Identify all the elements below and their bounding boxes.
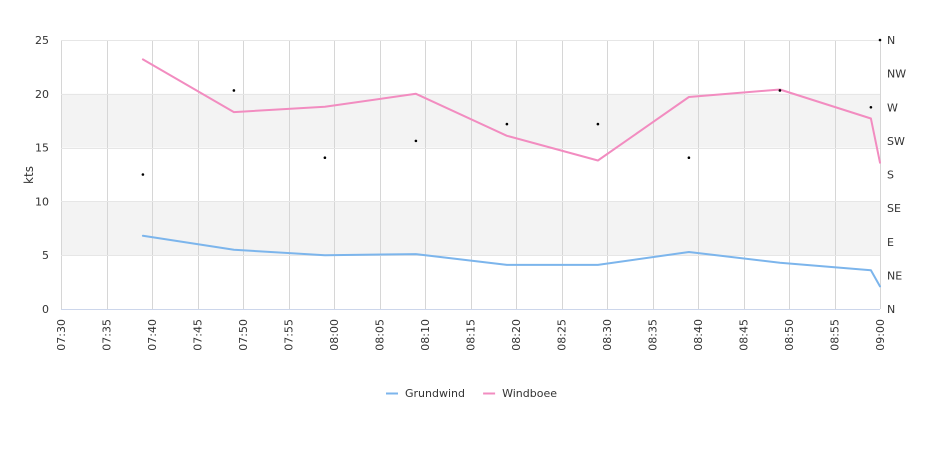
direction-point — [778, 89, 782, 92]
y2-tick-label: NE — [887, 269, 902, 282]
direction-point — [869, 105, 873, 109]
direction-point — [505, 122, 509, 126]
series-line — [141, 58, 881, 164]
y-axis-ticks: 0 5 10 15 20 25 — [35, 34, 49, 316]
series-line — [141, 234, 881, 288]
x-tick-label: 07:30 — [55, 319, 68, 351]
x-tick-label: 08:25 — [556, 319, 569, 351]
x-tick-label: 08:40 — [692, 319, 705, 351]
direction-point — [232, 89, 236, 92]
y2-tick-label: N — [887, 34, 895, 47]
legend-label: Windboee — [502, 387, 557, 400]
x-tick-label: 07:40 — [146, 319, 159, 351]
x-tick-label: 09:00 — [874, 319, 887, 351]
plot-band — [61, 93, 880, 148]
y2-tick-label: SW — [887, 135, 905, 148]
y2-tick-label: S — [887, 169, 894, 182]
y2-axis-ticks: N NE E SE S SW W NW N — [887, 34, 906, 316]
x-tick-label: 08:10 — [419, 319, 432, 351]
x-tick-label: 08:50 — [783, 319, 796, 351]
x-tick-label: 08:05 — [374, 319, 387, 351]
x-tick-label: 08:35 — [647, 319, 660, 351]
y2-tick-label: W — [887, 101, 898, 114]
series-lines — [141, 58, 881, 288]
y2-tick-label: NW — [887, 68, 906, 81]
y2-tick-label: SE — [887, 202, 901, 215]
direction-point — [596, 122, 600, 126]
vertical-grid — [61, 40, 881, 309]
y-tick-label: 0 — [42, 303, 49, 316]
x-tick-label: 08:55 — [829, 319, 842, 351]
x-tick-label: 08:00 — [328, 319, 341, 351]
x-tick-label: 08:45 — [738, 319, 751, 351]
y-tick-label: 15 — [35, 142, 49, 155]
direction-point — [878, 38, 882, 42]
y2-tick-label: E — [887, 236, 894, 249]
x-tick-label: 07:55 — [283, 319, 296, 351]
direction-point — [414, 139, 418, 143]
legend: Grundwind Windboee — [386, 387, 557, 400]
x-tick-label: 07:50 — [237, 319, 250, 351]
direction-points — [141, 38, 882, 176]
y-tick-label: 5 — [42, 249, 49, 262]
y-axis-title: kts — [22, 166, 36, 184]
x-tick-label: 08:15 — [465, 319, 478, 351]
x-tick-label: 08:20 — [510, 319, 523, 351]
y-tick-label: 20 — [35, 88, 49, 101]
x-tick-label: 07:45 — [192, 319, 205, 351]
direction-point — [141, 173, 145, 176]
x-tick-label: 07:35 — [101, 319, 114, 351]
legend-label: Grundwind — [405, 387, 465, 400]
x-axis-ticks: 07:30 07:35 07:40 07:45 07:50 07:55 08:00 08:05… — [55, 319, 887, 351]
plot-bands — [61, 93, 880, 256]
direction-point — [323, 156, 327, 159]
plot-band — [61, 201, 880, 256]
y-tick-label: 25 — [35, 34, 49, 47]
y2-tick-label: N — [887, 303, 895, 316]
horizontal-grid — [61, 40, 880, 310]
x-tick-label: 08:30 — [601, 319, 614, 351]
direction-point — [687, 156, 691, 159]
y-tick-label: 10 — [35, 195, 49, 208]
